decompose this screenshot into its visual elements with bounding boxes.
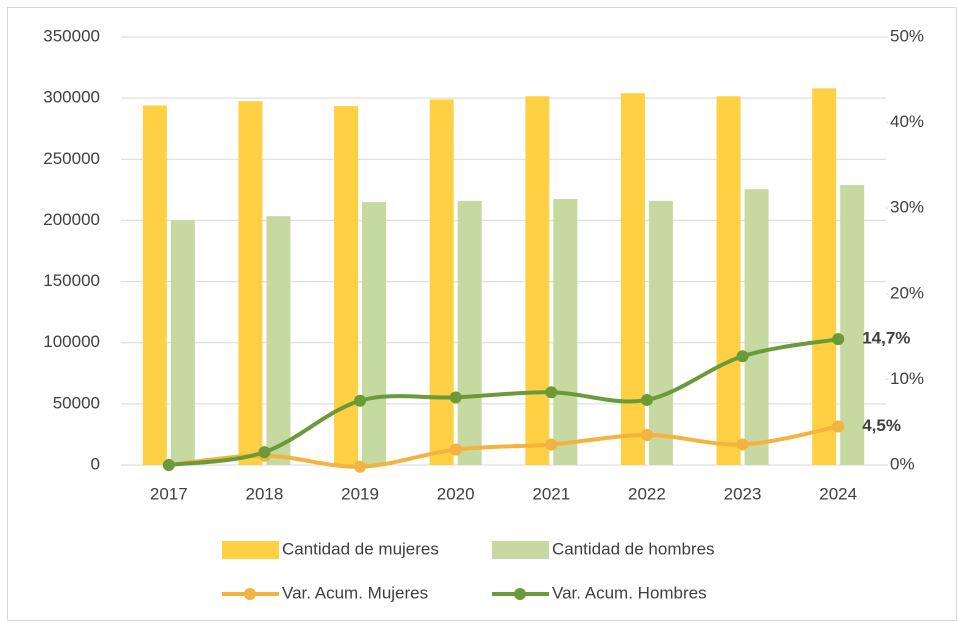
bar [812, 88, 837, 466]
bar [457, 200, 482, 465]
chart-border [7, 7, 957, 621]
y-tick-label: 100000 [43, 332, 100, 351]
legend-label: Var. Acum. Mujeres [282, 583, 428, 602]
y2-tick-label: 10% [890, 369, 924, 388]
legend-label: Cantidad de mujeres [282, 539, 439, 558]
bar [266, 216, 291, 465]
line [168, 337, 839, 467]
bar [553, 199, 578, 465]
line-marker [258, 446, 271, 459]
y2-tick-label: 50% [890, 26, 924, 45]
x-tick-label: 2018 [246, 484, 284, 503]
bar [170, 220, 195, 465]
legend-swatch [514, 588, 526, 600]
bar [648, 200, 673, 465]
line-marker [545, 386, 558, 399]
y2-tick-label: 40% [890, 112, 924, 131]
x-tick-label: 2024 [819, 484, 857, 503]
y2-tick-label: 30% [890, 198, 924, 217]
bar [238, 101, 263, 465]
line-marker [832, 420, 845, 433]
legend-swatch [244, 588, 256, 600]
bar [362, 202, 387, 466]
bar [620, 93, 645, 465]
line-marker [162, 459, 175, 471]
line-marker [545, 438, 558, 451]
legend-label: Var. Acum. Hombres [552, 583, 707, 602]
legend-swatch [492, 541, 549, 559]
bar [840, 184, 865, 466]
bar [142, 105, 167, 465]
data-label: 14,7% [862, 329, 910, 348]
y-tick-label: 150000 [43, 271, 100, 290]
line-marker [354, 460, 367, 473]
x-tick-label: 2022 [628, 484, 666, 503]
bar [744, 189, 769, 465]
x-tick-label: 2020 [437, 484, 475, 503]
x-tick-label: 2017 [150, 484, 188, 503]
line-marker [354, 394, 367, 407]
x-tick-label: 2023 [724, 484, 762, 503]
bar [525, 96, 550, 466]
line-marker [640, 393, 653, 406]
y2-tick-label: 20% [890, 283, 924, 302]
line-marker [449, 391, 462, 404]
x-tick-label: 2019 [341, 484, 379, 503]
y-tick-label: 0 [91, 454, 100, 473]
legend-swatch [222, 541, 279, 559]
line-marker [449, 443, 462, 456]
line-marker [736, 350, 749, 363]
y-tick-label: 300000 [43, 88, 100, 107]
bar [429, 99, 454, 465]
legend-label: Cantidad de hombres [552, 539, 715, 558]
line-marker [832, 333, 845, 346]
line-marker [640, 429, 653, 442]
x-tick-label: 2021 [532, 484, 570, 503]
y-tick-label: 200000 [43, 210, 100, 229]
data-label: 4,5% [862, 416, 901, 435]
y-tick-label: 250000 [43, 149, 100, 168]
line-marker [736, 438, 749, 451]
y-tick-label: 350000 [43, 26, 100, 45]
line [168, 424, 839, 469]
y-tick-label: 50000 [53, 393, 100, 412]
bar [716, 96, 741, 466]
y2-tick-label: 0% [890, 454, 915, 473]
